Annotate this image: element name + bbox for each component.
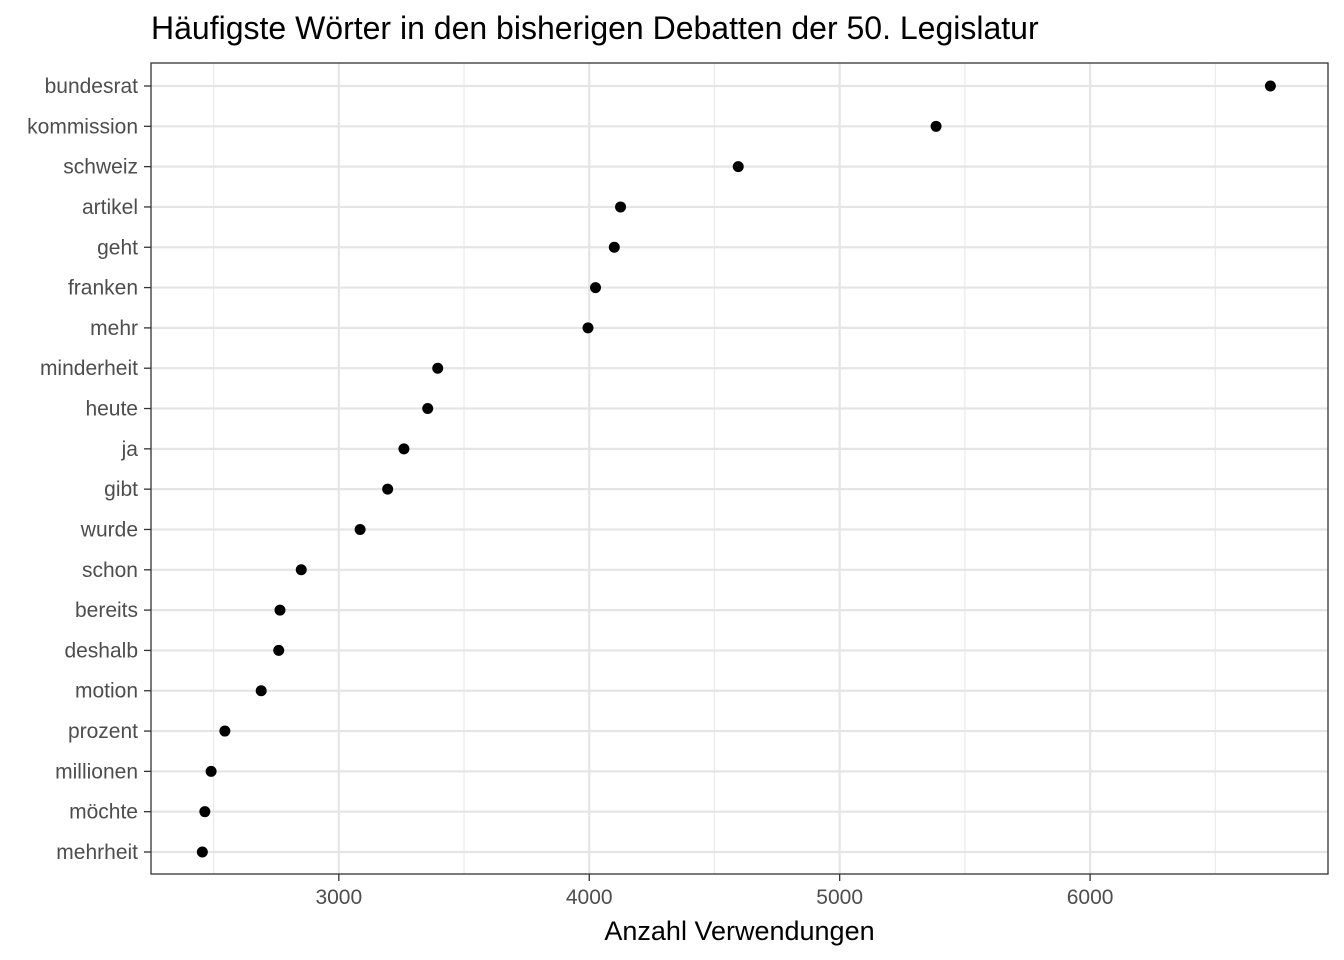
x-axis-title: Anzahl Verwendungen — [604, 916, 874, 946]
y-tick-label: artikel — [82, 196, 138, 219]
data-point — [273, 644, 285, 656]
data-point — [732, 161, 744, 173]
y-tick-label: prozent — [68, 720, 138, 743]
x-tick-label: 6000 — [1067, 886, 1114, 909]
data-point — [615, 201, 627, 213]
y-tick-label: schon — [82, 559, 138, 582]
y-tick-label: bereits — [75, 599, 138, 622]
y-tick-label: mehr — [90, 317, 138, 340]
y-tick-label: geht — [97, 236, 138, 259]
data-point — [354, 523, 366, 535]
y-tick-label: mehrheit — [56, 841, 138, 864]
y-tick-label: möchte — [69, 801, 138, 824]
y-tick-label: wurde — [80, 518, 138, 541]
data-point — [199, 806, 211, 818]
chart-title: Häufigste Wörter in den bisherigen Debat… — [151, 10, 1039, 46]
x-tick-label: 3000 — [315, 886, 362, 909]
data-point — [432, 362, 444, 374]
data-point — [582, 322, 594, 334]
data-point — [1264, 80, 1276, 92]
y-tick-label: bundesrat — [45, 75, 139, 98]
y-tick-label: gibt — [104, 478, 138, 501]
x-tick-label: 5000 — [816, 886, 863, 909]
data-point — [295, 564, 307, 576]
data-point — [255, 685, 267, 697]
data-point — [590, 282, 602, 294]
data-point — [382, 483, 394, 495]
y-tick-label: motion — [75, 680, 138, 703]
y-tick-label: franken — [68, 277, 138, 300]
panel-background — [151, 63, 1328, 874]
data-points — [196, 80, 1276, 858]
minor-gridlines — [213, 63, 1216, 874]
y-axis: bundesrat kommission schweiz artikel geht fra… — [27, 75, 151, 864]
data-point — [196, 846, 208, 858]
panel-border — [150, 62, 1329, 875]
data-point — [398, 443, 410, 455]
data-point — [205, 765, 217, 777]
y-tick-label: heute — [85, 398, 138, 421]
y-tick-label: kommission — [27, 115, 138, 138]
y-tick-label: schweiz — [63, 156, 138, 179]
major-gridlines — [151, 63, 1328, 874]
data-point — [608, 241, 620, 253]
data-point — [274, 604, 286, 616]
x-tick-label: 4000 — [566, 886, 613, 909]
y-tick-label: minderheit — [40, 357, 138, 380]
data-point — [219, 725, 231, 737]
y-tick-label: deshalb — [64, 639, 138, 662]
data-point — [422, 403, 434, 415]
y-tick-label: millionen — [55, 760, 138, 783]
y-tick-label: ja — [121, 438, 139, 461]
x-axis: 3000 4000 5000 6000 — [315, 874, 1113, 909]
data-point — [930, 120, 942, 132]
